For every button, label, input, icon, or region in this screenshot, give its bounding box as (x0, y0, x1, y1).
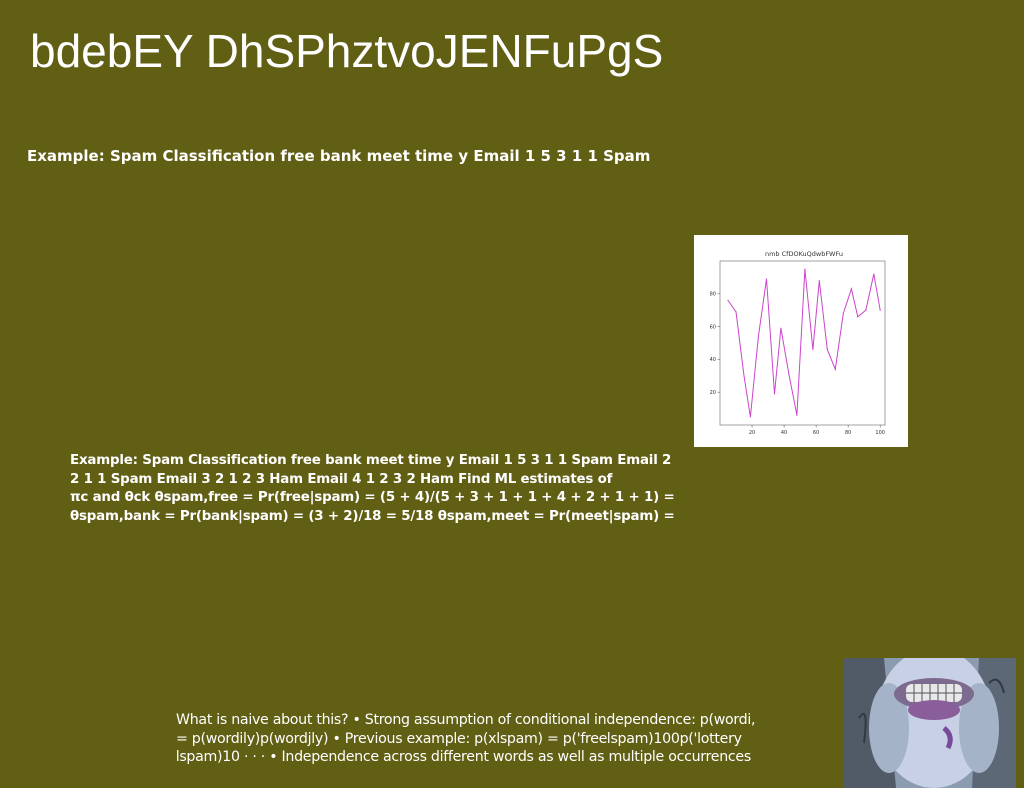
body-line: 2 1 1 Spam Email 3 2 1 2 3 Ham Email 4 1… (70, 471, 720, 490)
footer-line: What is naive about this? • Strong assum… (176, 711, 796, 730)
body-line: πc and θck θspam,free = Pr(free|spam) = … (70, 489, 720, 508)
y-tick-label: 80 (710, 292, 716, 298)
x-tick-label: 60 (813, 430, 819, 436)
line-chart: nmb CfDOKuQdwbFWFu 20 40 60 80 100 20 40 60 80 (694, 235, 908, 447)
footer-line: = p(wordily)p(wordjly) • Previous exampl… (176, 730, 796, 749)
photo-image (844, 658, 1016, 788)
y-tick-label: 60 (710, 324, 716, 330)
body-line: Example: Spam Classification free bank m… (70, 452, 720, 471)
footer-text: What is naive about this? • Strong assum… (176, 711, 796, 767)
y-tick-label: 20 (710, 390, 716, 396)
x-tick-label: 20 (749, 430, 755, 436)
chart-series-line (728, 269, 880, 417)
photo-art (844, 658, 1016, 788)
y-tick-label: 40 (710, 357, 716, 363)
body-line: θspam,bank = Pr(bank|spam) = (3 + 2)/18 … (70, 508, 720, 527)
x-tick-label: 80 (845, 430, 851, 436)
chart-title: nmb CfDOKuQdwbFWFu (765, 250, 843, 258)
slide-subtitle: Example: Spam Classification free bank m… (27, 147, 650, 165)
x-tick-label: 100 (875, 430, 885, 436)
chart-frame (720, 261, 885, 425)
line-chart-svg: nmb CfDOKuQdwbFWFu 20 40 60 80 100 20 40 60 80 (694, 235, 908, 447)
footer-line: lspam)10 · · · • Independence across di… (176, 748, 796, 767)
slide-title: bdebEY DhSPhztvoJENFuPgS (30, 24, 663, 78)
x-tick-label: 40 (781, 430, 787, 436)
body-text: Example: Spam Classification free bank m… (70, 452, 720, 526)
